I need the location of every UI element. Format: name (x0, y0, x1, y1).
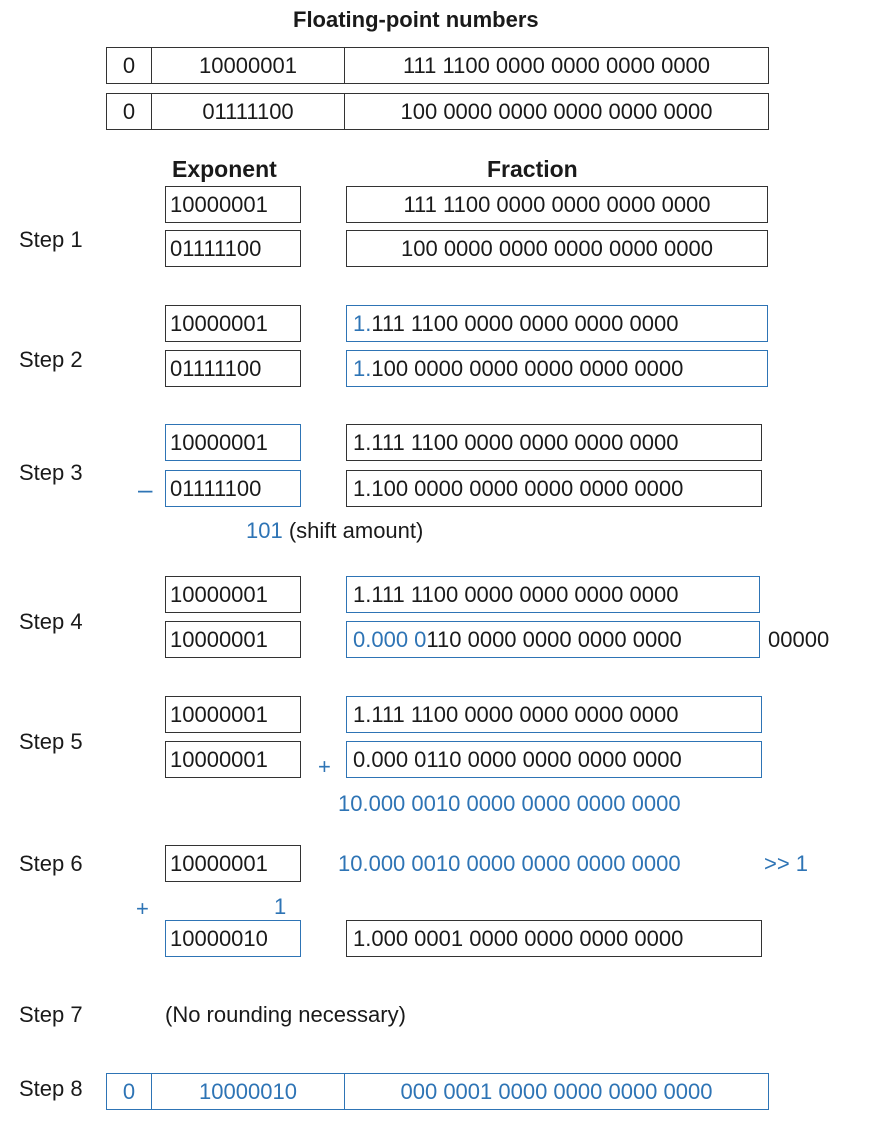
exponent-bits: 10000001 (151, 48, 344, 83)
step-6-fraction-result: 1.000 0001 0000 0000 0000 0000 (346, 920, 762, 957)
sign-bit: 0 (122, 52, 136, 78)
sign-bit: 0 (122, 98, 136, 124)
step-4-fraction-a: 1.111 1100 0000 0000 0000 0000 (346, 576, 760, 613)
step-5-exponent-a: 10000001 (165, 696, 301, 733)
step-3-label: Step 3 (19, 460, 83, 485)
step-4-exponent-a: 10000001 (165, 576, 301, 613)
increment-one: 1 (274, 894, 287, 919)
step-5-label: Step 5 (19, 729, 83, 754)
shift-value: 101 (246, 518, 283, 543)
step-5-fraction-a: 1.111 1100 0000 0000 0000 0000 (346, 696, 762, 733)
fraction-sum: 10.000 0010 0000 0000 0000 0000 (338, 791, 681, 816)
step-6-fraction: 10.000 0010 0000 0000 0000 0000 (338, 851, 681, 876)
step-2-label: Step 2 (19, 347, 83, 372)
hidden-one: 1. (353, 310, 372, 336)
fraction-bits: 100 0000 0000 0000 0000 0000 (371, 355, 684, 381)
fraction-bits: 111 1100 0000 0000 0000 0000 (371, 310, 679, 336)
sign-bit: 0 (122, 1078, 136, 1104)
fp-number-a: 0 10000001 111 1100 0000 0000 0000 0000 (106, 47, 769, 84)
step-2-exponent-b: 01111100 (165, 350, 301, 387)
shifted-out-bits: 00000 (768, 627, 830, 652)
step-6-exponent: 10000001 (165, 845, 301, 882)
step-7-label: Step 7 (19, 1002, 83, 1027)
step-4-fraction-b: 0.000 0 110 0000 0000 0000 0000 (346, 621, 760, 658)
step-2-exponent-a: 10000001 (165, 305, 301, 342)
step-4-exponent-b: 10000001 (165, 621, 301, 658)
step-5-exponent-b: 10000001 (165, 741, 301, 778)
diagram-title: Floating-point numbers (293, 7, 539, 32)
step-1-fraction-a: 111 1100 0000 0000 0000 0000 (346, 186, 768, 223)
step-5-fraction-b: 0.000 0110 0000 0000 0000 0000 (346, 741, 762, 778)
rounding-note: (No rounding necessary) (165, 1002, 406, 1027)
fraction-bits: 000 0001 0000 0000 0000 0000 (344, 1074, 768, 1109)
step-2-fraction-b: 1. 100 0000 0000 0000 0000 0000 (346, 350, 768, 387)
exponent-bits: 10000010 (151, 1074, 344, 1109)
step-1-label: Step 1 (19, 227, 83, 252)
plus-sign: + (318, 754, 331, 779)
fp-number-b: 0 01111100 100 0000 0000 0000 0000 0000 (106, 93, 769, 130)
plus-sign: + (136, 896, 149, 921)
step-1-exponent-a: 10000001 (165, 186, 301, 223)
step-6-exponent-result: 10000010 (165, 920, 301, 957)
step-3-exponent-a: 10000001 (165, 424, 301, 461)
step-1-fraction-b: 100 0000 0000 0000 0000 0000 (346, 230, 768, 267)
shifted-bits: 0.000 0 (353, 626, 427, 652)
step-2-fraction-a: 1. 111 1100 0000 0000 0000 0000 (346, 305, 768, 342)
step-3-fraction-a: 1.111 1100 0000 0000 0000 0000 (346, 424, 762, 461)
step-8-label: Step 8 (19, 1076, 83, 1101)
fraction-bits: 111 1100 0000 0000 0000 0000 (344, 48, 768, 83)
step-1-exponent-b: 01111100 (165, 230, 301, 267)
fraction-header: Fraction (487, 156, 578, 182)
shift-note: (shift amount) (288, 518, 424, 543)
fraction-bits: 110 0000 0000 0000 0000 (426, 626, 682, 652)
result-number: 0 10000010 000 0001 0000 0000 0000 0000 (106, 1073, 769, 1110)
exponent-header: Exponent (172, 156, 277, 182)
exponent-bits: 01111100 (151, 94, 344, 129)
step-3-fraction-b: 1.100 0000 0000 0000 0000 0000 (346, 470, 762, 507)
hidden-one: 1. (353, 355, 372, 381)
minus-sign: – (138, 474, 153, 504)
step-4-label: Step 4 (19, 609, 83, 634)
fraction-bits: 100 0000 0000 0000 0000 0000 (344, 94, 768, 129)
shift-amount: 101 (shift amount) (246, 518, 423, 544)
step-3-exponent-b: 01111100 (165, 470, 301, 507)
right-shift: >> 1 (764, 851, 809, 876)
step-6-label: Step 6 (19, 851, 83, 876)
